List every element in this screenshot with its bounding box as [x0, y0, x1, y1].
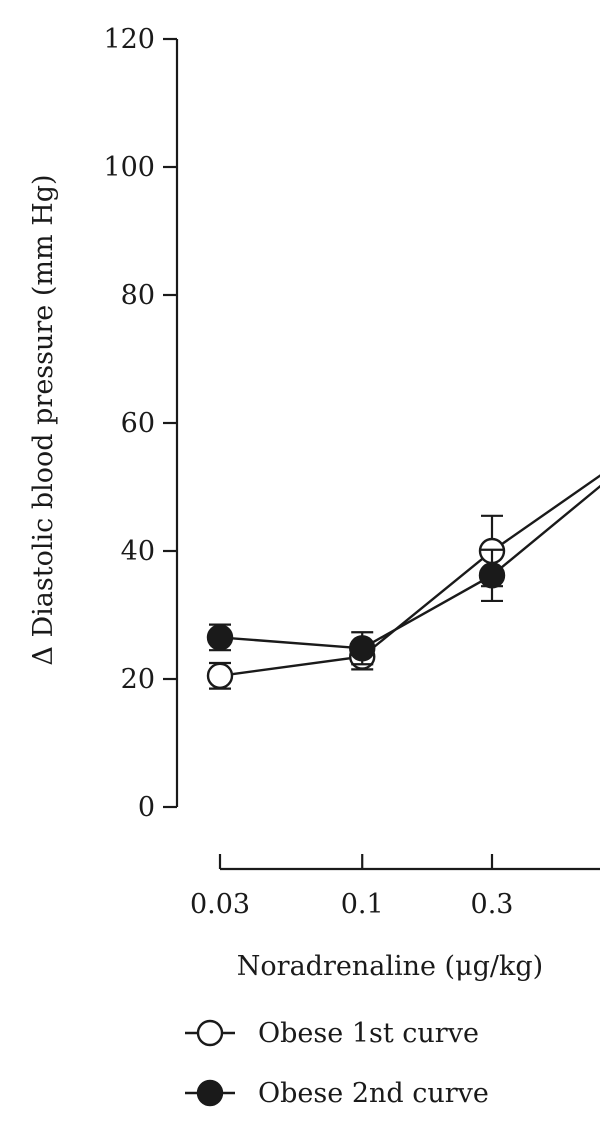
- y-tick-label: 120: [103, 24, 155, 55]
- x-axis: 0.030.10.31310: [190, 854, 600, 920]
- y-tick-label: 80: [121, 280, 155, 311]
- data-point: [206, 624, 234, 651]
- series-line: [219, 484, 600, 650]
- series-line: [219, 474, 600, 677]
- x-tick-label: 0.3: [471, 889, 514, 920]
- y-tick-label: 40: [121, 536, 155, 567]
- series-1: [206, 474, 600, 690]
- data-point: [206, 662, 234, 689]
- filled-circle-icon: [196, 1079, 224, 1107]
- legend-label: Obese 2nd curve: [258, 1078, 489, 1109]
- data-point: [478, 562, 506, 589]
- data-point: [349, 635, 376, 662]
- series-layer: [206, 474, 600, 690]
- y-axis-title: Δ Diastolic blood pressure (mm Hg): [28, 174, 59, 665]
- legend-label: Obese 1st curve: [258, 1018, 479, 1049]
- y-axis: 0 20 40 60 80 100 120: [103, 24, 179, 823]
- y-tick-label: 20: [121, 664, 155, 695]
- legend: Obese 1st curve Obese 2nd curve: [185, 1018, 489, 1109]
- legend-item: Obese 1st curve: [185, 1018, 479, 1049]
- open-circle-icon: [196, 1019, 224, 1047]
- y-tick-label: 60: [121, 408, 155, 439]
- x-tick-label: 0.1: [341, 889, 384, 920]
- series-2: [206, 484, 600, 666]
- x-axis-title: Noradrenaline (μg/kg): [237, 951, 543, 982]
- legend-item: Obese 2nd curve: [185, 1078, 489, 1109]
- y-tick-label: 0: [138, 792, 155, 823]
- x-tick-label: 0.03: [190, 889, 250, 920]
- y-tick-label: 100: [103, 152, 155, 183]
